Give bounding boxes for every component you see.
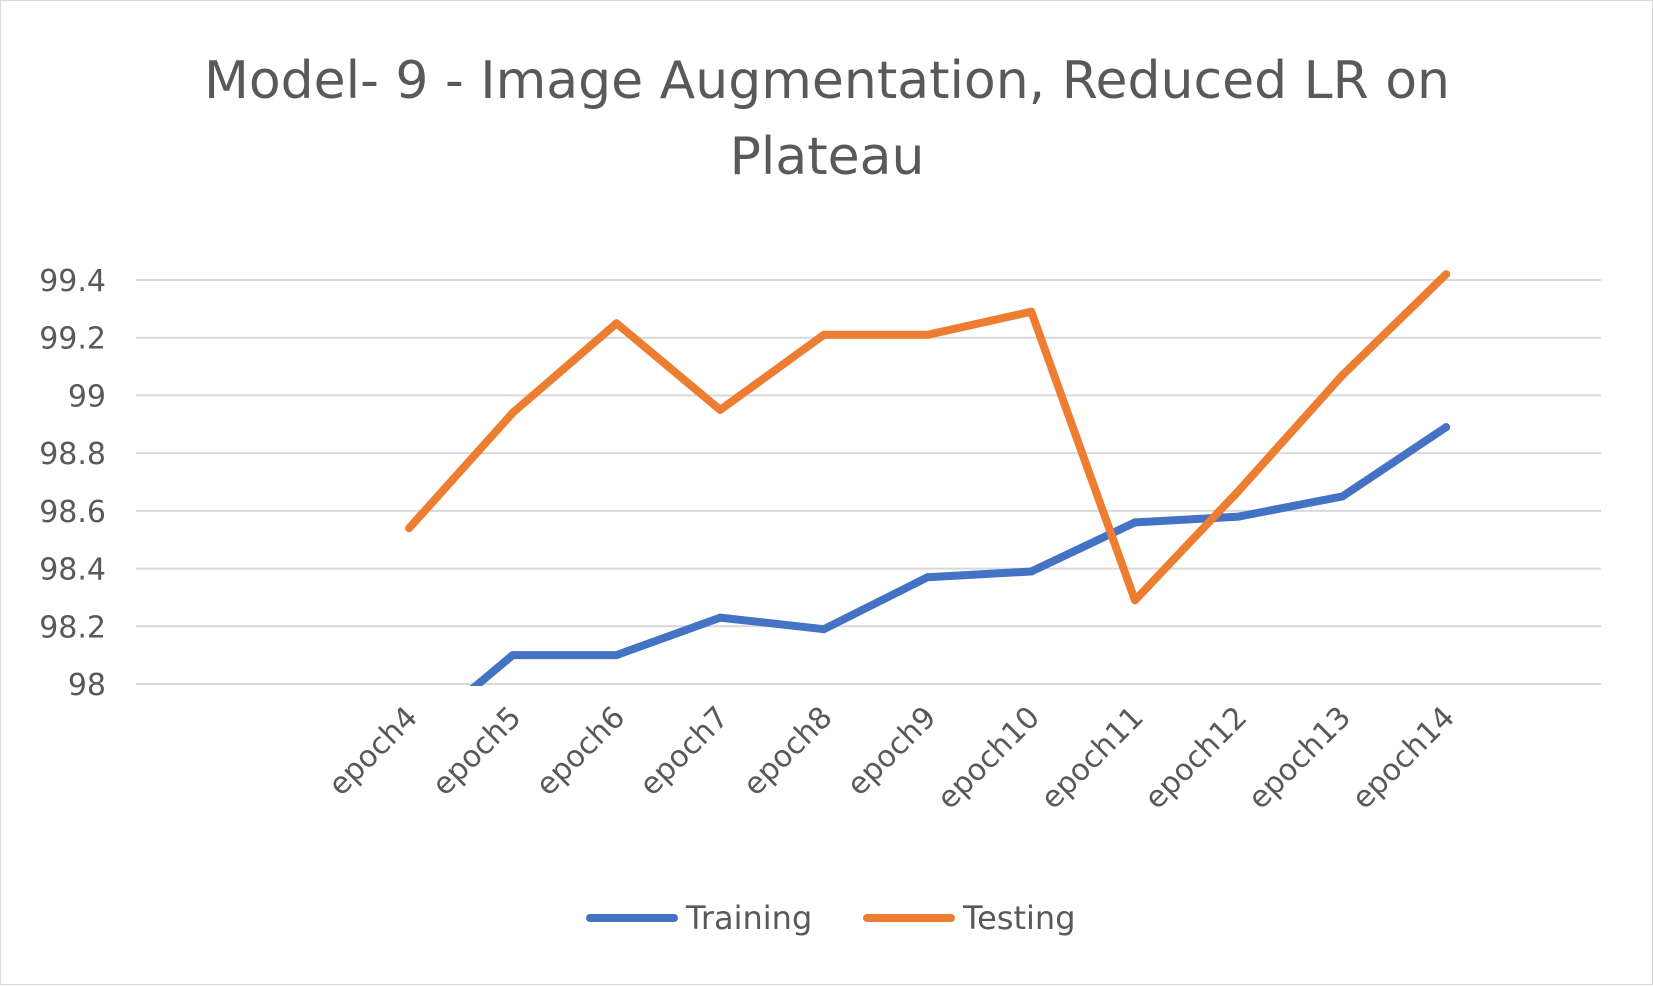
x-axis-ticks: epoch4 epoch5 epoch6 epoch7 epoch8 epoch9epoc… xyxy=(322,700,1462,816)
x-tick-label: epoch13 xyxy=(1242,700,1358,816)
data-point-testing xyxy=(1234,486,1243,495)
legend-item-training: Training xyxy=(586,899,812,937)
x-tick-label: epoch10 xyxy=(931,700,1047,816)
legend-item-testing: Testing xyxy=(863,899,1076,937)
x-tick-label: epoch12 xyxy=(1138,700,1254,816)
y-tick-label: 99.2 xyxy=(39,322,106,357)
chart-title: Model- 9 - Image Augmentation, Reduced L… xyxy=(204,51,1450,187)
data-point-testing xyxy=(923,330,932,339)
data-point-testing xyxy=(1338,371,1347,380)
data-point-testing xyxy=(1131,596,1139,605)
data-point-training xyxy=(1027,567,1036,576)
data-point-training xyxy=(508,651,517,660)
series-line-testing xyxy=(405,270,1451,605)
series-line-training xyxy=(469,423,1451,686)
legend-label-training: Training xyxy=(685,899,812,937)
data-point-training xyxy=(1338,492,1347,501)
x-tick-label: epoch7 xyxy=(633,700,736,803)
data-point-training xyxy=(1234,512,1243,521)
y-tick-label: 99 xyxy=(68,379,106,414)
data-point-testing xyxy=(508,408,517,417)
x-tick-label: epoch8 xyxy=(737,700,840,803)
data-point-training xyxy=(923,573,932,582)
y-axis-ticks: 98 98.2 98.4 98.6 98.8 99 99.2 99.4 xyxy=(39,264,106,703)
legend: Training Testing xyxy=(586,899,1076,937)
x-tick-label: epoch6 xyxy=(529,700,632,803)
chart-title-line-1: Model- 9 - Image Augmentation, Reduced L… xyxy=(204,51,1450,111)
y-tick-label: 99.4 xyxy=(39,264,106,299)
x-tick-label: epoch4 xyxy=(322,700,425,803)
data-point-training xyxy=(819,625,828,634)
series-lines xyxy=(405,270,1451,686)
data-point-testing xyxy=(716,405,725,414)
data-point-testing xyxy=(612,319,621,328)
data-point-training xyxy=(1442,423,1451,432)
data-point-training xyxy=(612,651,621,660)
data-point-testing xyxy=(1027,307,1036,316)
chart-title-line-2: Plateau xyxy=(730,127,925,187)
legend-label-testing: Testing xyxy=(962,899,1076,937)
x-tick-label: epoch14 xyxy=(1345,700,1461,816)
x-tick-label: epoch11 xyxy=(1034,700,1150,816)
y-tick-label: 98.4 xyxy=(39,553,106,588)
data-point-testing xyxy=(819,330,828,339)
x-tick-label: epoch9 xyxy=(840,700,943,803)
y-tick-label: 98.2 xyxy=(39,610,106,645)
y-tick-label: 98.6 xyxy=(39,495,106,530)
data-point-training xyxy=(716,613,725,622)
y-tick-label: 98.8 xyxy=(39,437,106,472)
data-point-training xyxy=(1131,518,1139,527)
data-point-testing xyxy=(405,524,414,533)
y-tick-label: 98 xyxy=(68,668,106,703)
x-tick-label: epoch5 xyxy=(426,700,529,803)
gridlines xyxy=(136,279,1601,685)
data-point-testing xyxy=(1442,270,1451,279)
